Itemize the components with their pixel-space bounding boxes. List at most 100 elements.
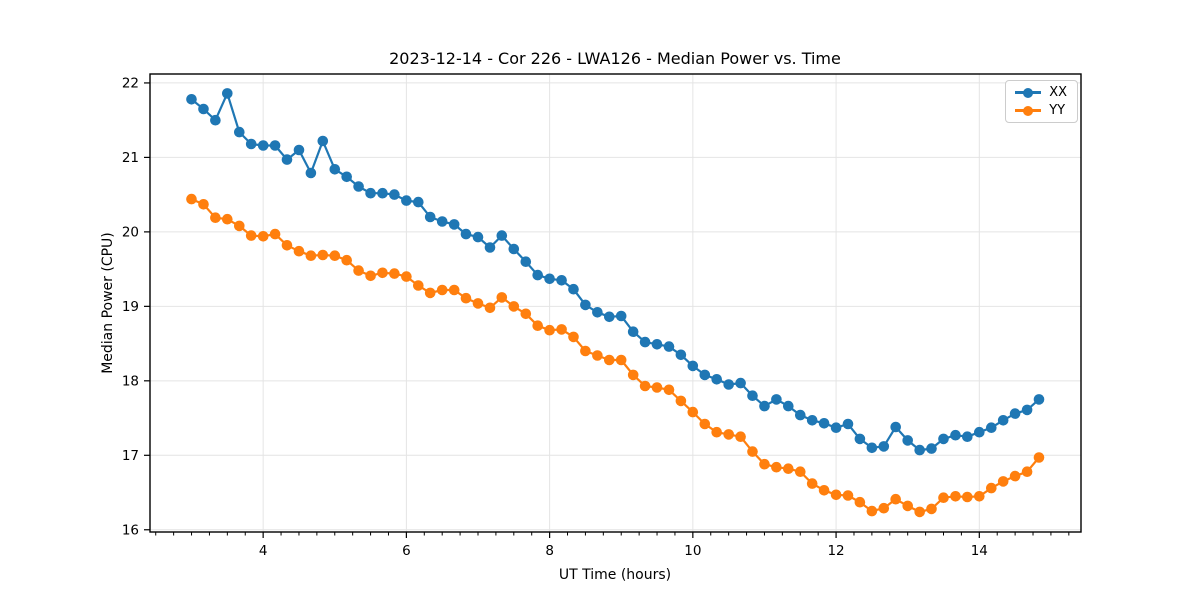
legend-label-yy: YY (1049, 103, 1066, 118)
data-point-YY (604, 354, 615, 366)
data-point-YY (675, 395, 687, 407)
data-point-XX (1033, 394, 1045, 405)
chart-title: 2023-12-14 - Cor 226 - LWA126 - Median P… (389, 49, 841, 68)
data-point-XX (1021, 404, 1033, 416)
data-point-YY (735, 431, 746, 443)
data-point-YY (651, 382, 663, 393)
data-point-YY (747, 446, 758, 457)
data-point-XX (890, 421, 901, 433)
data-point-YY (639, 380, 651, 392)
legend-item-yy: YY (1015, 104, 1067, 117)
y-tick-label: 16 (122, 522, 139, 538)
data-point-XX (663, 341, 675, 352)
data-point-YY (472, 298, 484, 309)
data-point-YY (413, 280, 424, 291)
data-point-XX (401, 195, 412, 206)
data-point-XX (627, 326, 639, 338)
data-point-YY (1033, 452, 1045, 463)
data-point-XX (413, 196, 424, 208)
data-point-XX (950, 429, 961, 441)
y-tick-label: 18 (122, 373, 139, 389)
data-point-XX (329, 164, 341, 175)
data-point-XX (448, 219, 460, 230)
data-point-YY (926, 503, 937, 515)
data-point-YY (938, 492, 949, 504)
data-point-YY (842, 490, 854, 501)
data-point-XX (615, 310, 627, 322)
plot-frame (149, 73, 1082, 533)
data-point-YY (950, 491, 961, 502)
data-point-XX (496, 230, 508, 241)
data-point-XX (747, 390, 758, 402)
legend: XX YY (1005, 80, 1078, 123)
data-point-YY (186, 193, 197, 205)
data-point-XX (854, 433, 866, 445)
data-point-XX (222, 88, 233, 99)
data-point-XX (806, 415, 818, 426)
data-point-YY (234, 220, 245, 232)
data-point-YY (269, 228, 281, 240)
data-point-XX (365, 187, 376, 199)
data-point-XX (604, 311, 615, 323)
data-point-YY (281, 240, 293, 251)
data-point-YY (890, 493, 901, 505)
x-axis-label: UT Time (hours) (559, 567, 671, 583)
data-point-XX (484, 242, 496, 253)
data-point-XX (866, 442, 878, 454)
data-point-YY (962, 491, 973, 503)
data-point-XX (914, 444, 925, 456)
data-point-XX (460, 228, 472, 240)
data-point-YY (496, 292, 508, 303)
data-point-XX (651, 339, 663, 350)
data-point-XX (341, 171, 353, 183)
data-point-XX (472, 231, 484, 243)
data-point-XX (711, 374, 722, 385)
data-point-YY (711, 426, 722, 438)
data-point-YY (806, 478, 818, 489)
series-line-YY (190, 198, 1041, 513)
data-point-YY (460, 292, 472, 304)
data-point-YY (866, 505, 878, 517)
data-point-XX (508, 243, 520, 255)
data-point-XX (269, 140, 281, 151)
data-point-XX (245, 138, 257, 150)
x-tick-label: 8 (545, 543, 554, 559)
legend-item-xx: XX (1015, 86, 1067, 99)
data-point-YY (795, 466, 806, 478)
data-point-YY (198, 199, 209, 210)
data-point-XX (926, 443, 937, 454)
legend-swatch-xx-icon (1015, 91, 1042, 94)
data-point-YY (293, 245, 305, 257)
data-point-YY (592, 350, 603, 361)
data-point-XX (962, 431, 973, 443)
data-point-XX (210, 114, 221, 126)
data-point-XX (568, 283, 579, 295)
data-point-XX (424, 211, 436, 223)
data-point-YY (508, 301, 520, 312)
data-point-YY (687, 406, 699, 418)
x-tick-label: 14 (971, 543, 988, 559)
data-point-YY (245, 230, 257, 241)
data-point-XX (186, 94, 197, 105)
data-point-XX (795, 409, 806, 421)
data-point-YY (878, 502, 890, 514)
data-point-YY (556, 324, 567, 335)
legend-swatch-yy-icon (1015, 109, 1042, 112)
y-axis-label: Median Power (CPU) (100, 232, 116, 374)
data-point-XX (783, 400, 794, 412)
data-point-XX (687, 360, 699, 372)
data-point-YY (257, 231, 269, 242)
data-point-YY (986, 482, 997, 494)
data-point-XX (974, 426, 985, 438)
x-tick-label: 4 (259, 543, 268, 559)
y-tick-label: 17 (122, 448, 139, 464)
y-tick-label: 20 (122, 224, 139, 240)
data-point-XX (257, 140, 269, 151)
data-point-XX (281, 154, 293, 165)
data-point-XX (580, 299, 591, 311)
data-point-XX (293, 144, 305, 156)
data-point-XX (317, 135, 329, 147)
data-point-XX (1009, 408, 1021, 419)
data-point-YY (759, 458, 770, 470)
